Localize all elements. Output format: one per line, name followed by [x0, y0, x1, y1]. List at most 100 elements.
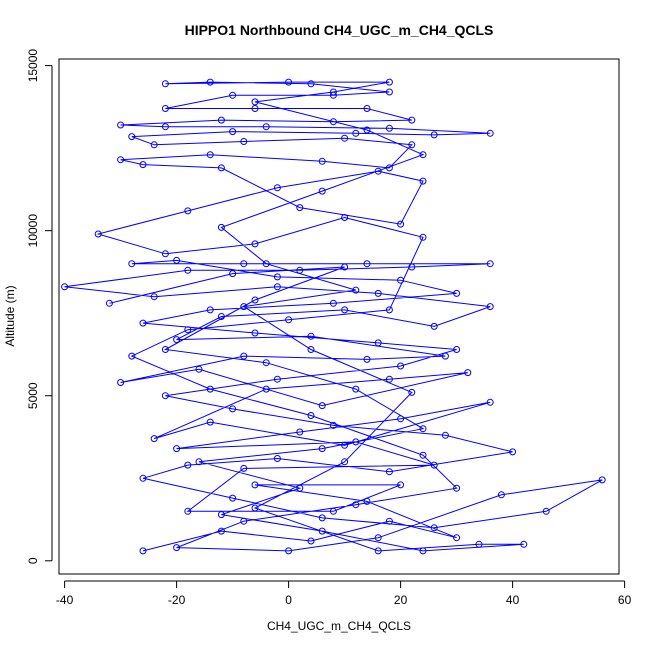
data-point [117, 156, 125, 164]
data-point [184, 507, 192, 515]
data-point [419, 425, 427, 433]
data-point [329, 118, 337, 126]
data-point [94, 230, 102, 238]
y-axis: 0 5000 10000 15000 [26, 49, 53, 564]
data-point [262, 123, 270, 131]
data-point [296, 266, 304, 274]
data-point [430, 524, 438, 532]
data-point [217, 164, 225, 172]
chart-title: HIPPO1 Northbound CH4_UGC_m_CH4_QCLS [185, 22, 494, 38]
data-point [296, 428, 304, 436]
data-point [285, 547, 293, 555]
x-tick-label: -40 [56, 593, 74, 607]
data-point [419, 451, 427, 459]
data-point [273, 273, 281, 281]
data-point [262, 359, 270, 367]
data-point [318, 514, 326, 522]
data-point [195, 458, 203, 466]
data-point [240, 517, 248, 525]
data-point [352, 129, 360, 137]
data-point [150, 141, 158, 149]
data-point [352, 438, 360, 446]
data-point [430, 322, 438, 330]
data-point [352, 501, 360, 509]
data-point [374, 547, 382, 555]
data-point [397, 481, 405, 489]
data-point [161, 123, 169, 131]
data-point [240, 464, 248, 472]
data-point [240, 303, 248, 311]
data-point [363, 105, 371, 112]
data-point [184, 461, 192, 469]
data-point [139, 547, 147, 555]
data-point [117, 121, 125, 129]
data-point [486, 129, 494, 137]
data-point [598, 476, 606, 484]
data-point [329, 91, 337, 99]
data-point [229, 128, 237, 136]
data-point [251, 105, 259, 112]
data-point [273, 283, 281, 291]
data-point [161, 80, 169, 88]
data-point [374, 289, 382, 297]
data-point [318, 527, 326, 535]
data-point [161, 346, 169, 353]
x-tick-label: -20 [168, 593, 186, 607]
data-point [341, 134, 349, 142]
data-point [385, 306, 393, 314]
data-point [273, 375, 281, 383]
data-point [161, 105, 169, 112]
data-point [217, 223, 225, 231]
data-point [139, 474, 147, 482]
data-point [240, 138, 248, 145]
data-point [251, 296, 259, 304]
data-point [229, 270, 237, 278]
data-point [475, 540, 483, 548]
data-point [497, 491, 505, 499]
data-point [329, 299, 337, 307]
data-point [251, 98, 259, 106]
data-point [206, 418, 214, 426]
data-point [329, 421, 337, 429]
data-point [285, 78, 293, 86]
data-point [173, 544, 181, 552]
data-point [307, 332, 315, 340]
data-point [184, 266, 192, 274]
data-point [341, 458, 349, 466]
data-point [419, 151, 427, 159]
data-point [195, 365, 203, 373]
data-point [397, 220, 405, 228]
data-point [296, 204, 304, 212]
data-point [385, 124, 393, 132]
data-point [329, 88, 337, 96]
plot-frame [58, 58, 620, 575]
data-point [408, 116, 416, 124]
data-point [419, 547, 427, 555]
data-point [240, 352, 248, 360]
data-point [385, 164, 393, 172]
y-tick-label: 0 [26, 557, 40, 564]
data-point [285, 316, 293, 324]
data-point [408, 388, 416, 396]
data-point [251, 504, 259, 512]
data-point [105, 299, 113, 307]
data-point [251, 329, 259, 337]
data-point [453, 534, 461, 542]
data-point [441, 352, 449, 360]
data-point [307, 80, 315, 88]
data-point [374, 167, 382, 175]
data-point [318, 445, 326, 453]
data-point [486, 303, 494, 311]
plot-area [61, 78, 606, 555]
data-point [296, 484, 304, 492]
data-point [217, 511, 225, 519]
data-point [128, 133, 136, 141]
data-point [229, 494, 237, 502]
data-point [341, 214, 349, 221]
data-point [397, 415, 405, 423]
data-point [161, 250, 169, 258]
data-point [206, 78, 214, 86]
data-point [341, 306, 349, 314]
data-point [408, 263, 416, 271]
